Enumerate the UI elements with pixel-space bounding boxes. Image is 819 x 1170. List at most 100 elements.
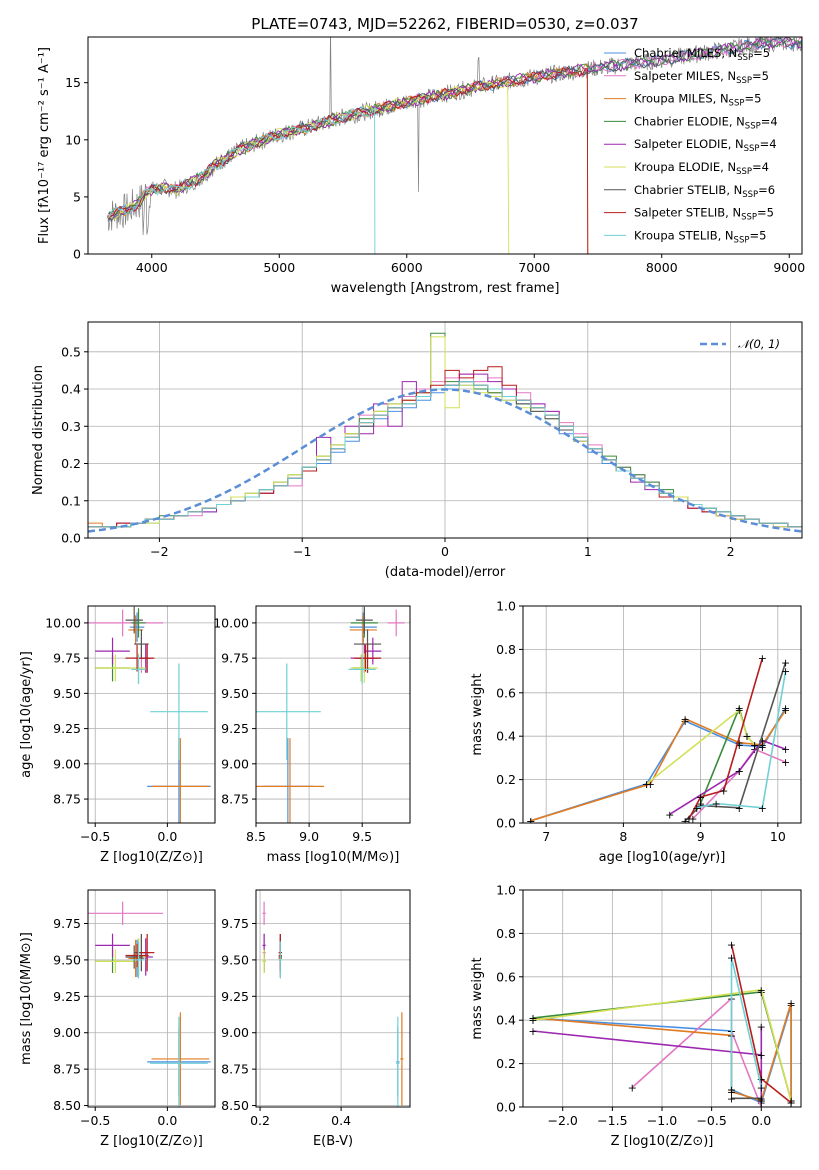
legend-label: Kroupa STELIB, NSSP=5	[634, 228, 766, 245]
normal-curve-line	[88, 388, 802, 533]
spectrum-model-line	[108, 106, 376, 254]
spectrum-model-line	[108, 66, 589, 254]
age-vs-mass-xtick-label: 9.5	[352, 829, 372, 844]
weight-age-marker: +	[750, 739, 759, 752]
residuals-ytick-label: 0.5	[61, 344, 81, 359]
weight-vs-age-xtick-label: 9	[697, 829, 705, 844]
weight-age-marker: +	[688, 813, 697, 826]
weight-vs-Z-ytick-label: 1.0	[496, 883, 516, 898]
legend-label-text: Salpeter STELIB, N	[634, 206, 741, 220]
weight-Z-marker: +	[757, 984, 766, 997]
weight-Z-marker: +	[757, 1073, 766, 1086]
weight-vs-age-ytick-label: 0.2	[496, 772, 516, 787]
mass-vs-ebv-ytick-label: 8.50	[221, 1098, 249, 1113]
mass-vs-Z-ytick-label: 9.25	[53, 989, 81, 1004]
weight-vs-Z-ylabel: mass weight	[470, 957, 485, 1039]
weight-vs-Z-ytick-label: 0.4	[496, 1013, 516, 1028]
weight-age-marker: +	[735, 704, 744, 717]
mass-vs-ebv-ytick-label: 9.75	[221, 916, 249, 931]
legend-label-sub: SSP	[741, 213, 757, 223]
weight-vs-age-xlabel: age [log10(age/yr)]	[599, 850, 726, 865]
spectrum-xlabel: wavelength [Angstrom, rest frame]	[331, 281, 560, 296]
weight-Z-marker: +	[528, 1025, 537, 1038]
spectrum-model-line	[107, 63, 589, 254]
residuals-ytick-label: 0.1	[61, 493, 81, 508]
age-vs-mass-plot-area	[256, 606, 405, 823]
weight-age-marker: +	[742, 730, 751, 743]
legend-label: Chabrier ELODIE, NSSP=4	[634, 114, 778, 131]
legend-label-eq: =5	[757, 206, 774, 220]
weight-Z-line	[532, 1002, 792, 1103]
spectrum-xtick-label: 5000	[263, 260, 295, 275]
residuals-xtick-label: −2	[150, 544, 168, 559]
legend-label-sub: SSP	[736, 167, 752, 177]
spectrum-xtick-label: 8000	[646, 260, 678, 275]
weight-age-marker: +	[750, 739, 759, 752]
weight-Z-marker: +	[786, 1094, 795, 1107]
age-vs-mass-ytick-label: 9.00	[221, 756, 249, 771]
mass-vs-Z-ytick-label: 8.50	[53, 1098, 81, 1113]
weight-age-line	[688, 657, 764, 820]
weight-age-marker: +	[735, 765, 744, 778]
histogram-step-line	[88, 381, 802, 538]
residuals-xlabel: (data-model)/error	[385, 565, 506, 580]
weight-age-marker: +	[711, 797, 720, 810]
weight-age-marker: +	[735, 739, 744, 752]
weight-age-marker: +	[781, 704, 790, 717]
legend-label: Salpeter MILES, NSSP=5	[634, 69, 769, 86]
weight-vs-age-ytick-label: 1.0	[496, 599, 516, 614]
mass-vs-ebv-frame	[255, 889, 411, 1108]
residuals-ytick-label: 0.0	[61, 531, 81, 546]
legend-label-text: Chabrier ELODIE, N	[634, 114, 745, 128]
weight-Z-marker: +	[757, 1094, 766, 1107]
weight-age-marker: +	[735, 702, 744, 715]
spectrum-xtick-label: 4000	[136, 260, 168, 275]
spectrum-ytick-label: 10	[65, 132, 81, 147]
weight-Z-marker: +	[628, 1081, 637, 1094]
spectrum-model-line	[108, 81, 510, 254]
weight-vs-Z-xlabel: Z [log10(Z/Z⊙)]	[611, 1134, 714, 1149]
weight-age-line	[696, 670, 787, 809]
weight-age-line	[684, 662, 787, 822]
age-vs-mass-ytick-label: 8.75	[221, 792, 249, 807]
weight-age-marker: +	[781, 702, 790, 715]
age-vs-Z-xtick-label: 0.0	[157, 829, 177, 844]
mass-vs-ebv-xtick-label: 0.2	[250, 1113, 270, 1128]
residuals-ytick-label: 0.3	[61, 419, 81, 434]
mass-vs-Z-ytick-label: 9.50	[53, 952, 81, 967]
age-vs-mass-xtick-label: 8.5	[246, 829, 266, 844]
weight-Z-line	[532, 988, 792, 1101]
spectrum-ylabel: Flux [fλ10⁻¹⁷ erg cm⁻² s⁻¹ A⁻¹]	[37, 47, 52, 244]
weight-age-marker: +	[735, 802, 744, 815]
mass-vs-Z-ytick-label: 9.75	[53, 916, 81, 931]
weight-vs-age-xtick-label: 7	[542, 829, 550, 844]
age-vs-Z-ytick-label: 9.50	[53, 686, 81, 701]
residuals-ytick-label: 0.4	[61, 382, 81, 397]
age-vs-mass-ytick-label: 9.25	[221, 721, 249, 736]
legend-label-eq: =4	[761, 114, 778, 128]
mass-vs-Z-frame	[87, 889, 216, 1108]
weight-age-marker: +	[758, 802, 767, 815]
age-vs-mass-frame	[255, 605, 411, 824]
weight-age-marker: +	[735, 737, 744, 750]
weight-age-marker: +	[681, 713, 690, 726]
weight-Z-line	[730, 944, 792, 1104]
weight-Z-marker: +	[528, 1012, 537, 1025]
weight-vs-Z-ytick-label: 0.8	[496, 926, 516, 941]
weight-vs-age-ytick-label: 0.6	[496, 685, 516, 700]
age-vs-mass-ytick-label: 9.75	[221, 651, 249, 666]
age-vs-mass-axes: 8.5 9.0 9.5 8.75 9.00 9.25 9.50 9.75 10.00 mass […	[213, 605, 411, 865]
legend-label-sub: SSP	[729, 99, 745, 109]
mass-vs-Z-axes: −0.5 0.0 8.50 8.75 9.00 9.25 9.50 9.75 Z [log10(…	[19, 889, 216, 1149]
weight-age-marker: +	[758, 739, 767, 752]
legend-label-sub: SSP	[742, 190, 758, 200]
age-vs-Z-ytick-label: 10.00	[45, 615, 81, 630]
spectrum-plot-area	[106, 37, 802, 254]
residuals-xtick-label: 2	[727, 544, 735, 559]
weight-vs-age-ytick-label: 0.0	[496, 816, 516, 831]
weight-age-marker: +	[696, 797, 705, 810]
mass-vs-ebv-ytick-label: 9.25	[221, 989, 249, 1004]
spectrum-ytick-label: 0	[73, 247, 81, 262]
residuals-axes: −2 −1 0 1 2 0.0 0.1 0.2 0.3 0.4 0.5 (data-model)/er…	[31, 321, 803, 580]
